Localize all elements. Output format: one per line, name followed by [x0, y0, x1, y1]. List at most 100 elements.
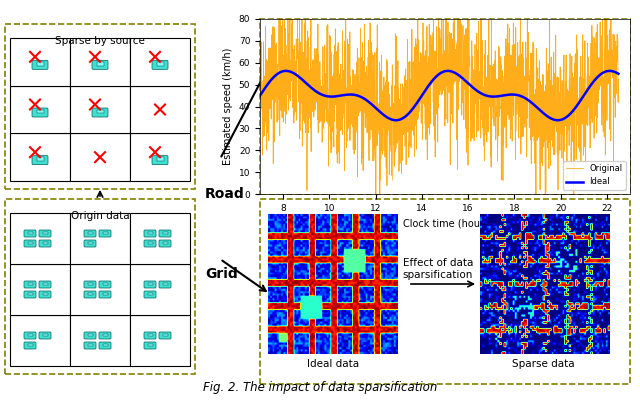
Ideal: [256, 93, 264, 98]
Bar: [102, 231, 108, 234]
FancyBboxPatch shape: [99, 291, 111, 298]
Bar: [147, 282, 152, 285]
FancyBboxPatch shape: [159, 240, 171, 247]
Bar: [10, 38, 70, 86]
Bar: [163, 333, 168, 336]
Ideal: [606, 68, 614, 73]
Bar: [42, 292, 47, 295]
FancyBboxPatch shape: [99, 342, 111, 349]
Original: [275, 17, 283, 21]
Bar: [130, 86, 190, 133]
Original: [256, 77, 264, 82]
FancyBboxPatch shape: [84, 291, 96, 298]
Original: [605, 80, 612, 85]
Text: Sparse data: Sparse data: [512, 359, 574, 369]
Bar: [88, 282, 93, 285]
FancyBboxPatch shape: [92, 60, 108, 69]
Bar: [28, 282, 33, 285]
Bar: [97, 62, 104, 65]
Bar: [147, 333, 152, 336]
Bar: [70, 264, 130, 315]
Original: [539, 163, 547, 168]
Bar: [36, 110, 44, 113]
Bar: [28, 333, 33, 336]
Text: Road: Road: [205, 187, 244, 201]
FancyBboxPatch shape: [144, 230, 156, 237]
Bar: [36, 62, 44, 65]
Bar: [97, 110, 104, 113]
FancyBboxPatch shape: [24, 291, 36, 298]
Bar: [157, 62, 163, 65]
Ideal: [421, 89, 429, 94]
FancyBboxPatch shape: [84, 342, 96, 349]
Text: Origin data: Origin data: [70, 211, 129, 221]
Bar: [28, 242, 33, 244]
FancyBboxPatch shape: [99, 332, 111, 339]
Legend: Original, Ideal: Original, Ideal: [563, 161, 626, 190]
Bar: [10, 264, 70, 315]
FancyBboxPatch shape: [99, 281, 111, 288]
FancyBboxPatch shape: [260, 199, 630, 384]
FancyBboxPatch shape: [144, 291, 156, 298]
Bar: [102, 292, 108, 295]
Ideal: [538, 110, 546, 115]
Ideal: [604, 69, 612, 74]
Bar: [28, 343, 33, 346]
FancyBboxPatch shape: [24, 332, 36, 339]
Ideal: [614, 72, 622, 76]
Bar: [147, 231, 152, 234]
FancyBboxPatch shape: [24, 240, 36, 247]
Bar: [70, 315, 130, 366]
FancyBboxPatch shape: [39, 291, 51, 298]
Bar: [36, 158, 44, 161]
FancyBboxPatch shape: [144, 332, 156, 339]
FancyBboxPatch shape: [159, 230, 171, 237]
Bar: [42, 242, 47, 244]
Bar: [42, 282, 47, 285]
FancyBboxPatch shape: [24, 230, 36, 237]
Bar: [70, 213, 130, 264]
Ideal: [604, 69, 612, 74]
FancyBboxPatch shape: [84, 240, 96, 247]
Line: Original: Original: [260, 19, 618, 194]
Bar: [163, 282, 168, 285]
Text: Ideal data: Ideal data: [307, 359, 359, 369]
Bar: [163, 231, 168, 234]
Bar: [147, 292, 152, 295]
Original: [614, 96, 622, 101]
Original: [604, 60, 612, 65]
FancyBboxPatch shape: [39, 332, 51, 339]
Line: Ideal: Ideal: [260, 71, 618, 120]
Bar: [163, 242, 168, 244]
FancyBboxPatch shape: [5, 199, 195, 374]
Bar: [88, 343, 93, 346]
FancyBboxPatch shape: [39, 230, 51, 237]
Original: [372, 191, 380, 196]
FancyBboxPatch shape: [84, 332, 96, 339]
Bar: [147, 242, 152, 244]
Bar: [147, 343, 152, 346]
FancyBboxPatch shape: [32, 156, 48, 165]
FancyBboxPatch shape: [32, 108, 48, 117]
FancyBboxPatch shape: [84, 281, 96, 288]
FancyBboxPatch shape: [144, 281, 156, 288]
Original: [275, 82, 282, 87]
Ideal: [275, 71, 282, 76]
FancyBboxPatch shape: [24, 281, 36, 288]
Text: Fig. 2. The impact of data sparsification: Fig. 2. The impact of data sparsificatio…: [203, 381, 437, 394]
Bar: [70, 86, 130, 133]
Bar: [10, 86, 70, 133]
FancyBboxPatch shape: [144, 342, 156, 349]
Bar: [130, 315, 190, 366]
FancyBboxPatch shape: [84, 230, 96, 237]
FancyBboxPatch shape: [159, 281, 171, 288]
FancyBboxPatch shape: [152, 156, 168, 165]
Bar: [102, 333, 108, 336]
Bar: [42, 231, 47, 234]
Bar: [10, 315, 70, 366]
Ideal: [431, 76, 438, 81]
Bar: [70, 133, 130, 181]
Bar: [130, 38, 190, 86]
FancyBboxPatch shape: [39, 240, 51, 247]
Bar: [157, 158, 163, 161]
